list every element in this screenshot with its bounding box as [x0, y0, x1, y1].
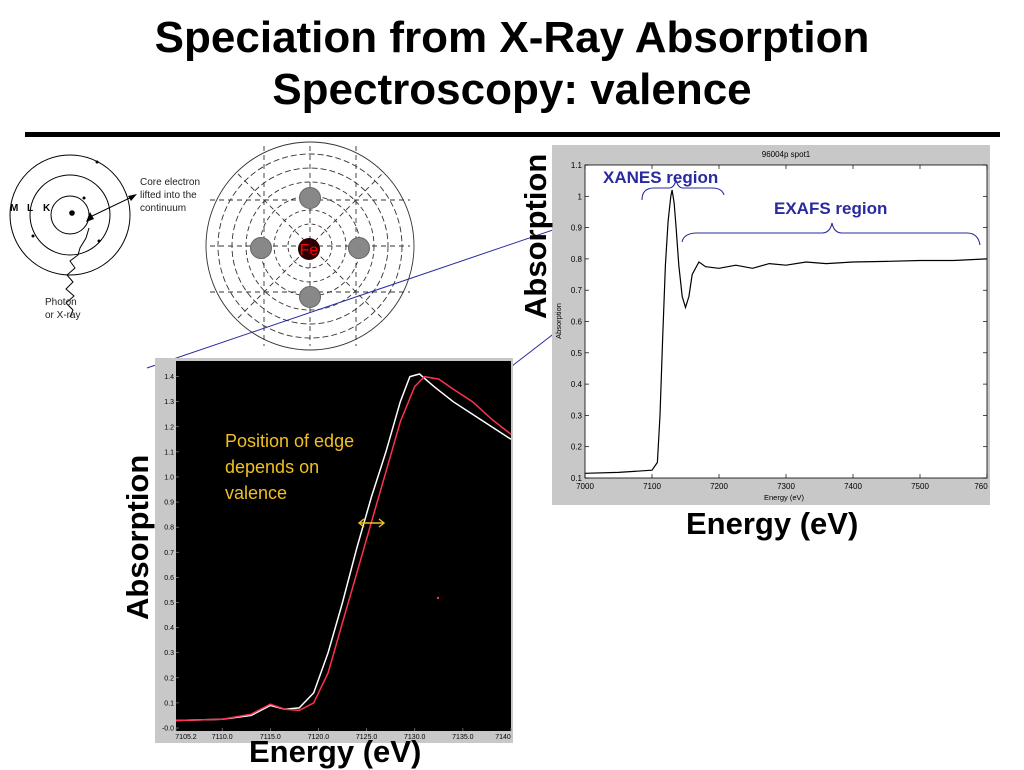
- title-divider: [25, 132, 1000, 137]
- y-tick-label: -0.0: [162, 726, 174, 733]
- x-tick-label: 7125.0: [356, 734, 378, 741]
- x-tick-label: 7200: [710, 482, 728, 491]
- y-tick-label: 0.2: [571, 443, 583, 452]
- xanes-inset-x-label: Energy (eV): [249, 734, 422, 769]
- y-tick-label: 0.9: [164, 500, 174, 507]
- shell-label-l: L: [27, 203, 33, 214]
- xanes-bracket: [641, 179, 725, 201]
- xanes-inset-chart: -0.0 0.1 0.2 0.3 0.4 0.5 0.6 0.7 0.8 0.9 1.0 1.1 1.2…: [155, 358, 513, 743]
- photon-label: Photon or X-ray: [45, 297, 81, 321]
- y-tick-label: 0.4: [571, 380, 583, 389]
- marker-dot: [436, 596, 440, 600]
- ligand-atom: [299, 187, 321, 209]
- slide-title-line2: Spectroscopy: valence: [272, 65, 752, 114]
- electron-dot: [82, 196, 86, 200]
- inner-y-label: Absorption: [554, 303, 563, 339]
- y-tick-label: 1.3: [164, 399, 174, 406]
- ligand-atom: [250, 237, 272, 259]
- y-tick-label: 0.2: [164, 675, 174, 682]
- slide-title: Speciation from X-Ray Absorption Spectro…: [0, 12, 1024, 116]
- x-tick-label: 7115.0: [260, 734, 281, 741]
- ejection-arrowhead: [128, 194, 137, 201]
- y-tick-label: 0.8: [571, 255, 583, 264]
- nucleus: [69, 210, 75, 216]
- edge-annotation: Position of edge depends on valence: [225, 431, 359, 503]
- electron-dot: [97, 239, 101, 243]
- y-tick-label: 0.9: [571, 224, 583, 233]
- y-tick-label: 0.1: [571, 474, 583, 483]
- series-line: [175, 375, 512, 722]
- ligand-atom: [299, 286, 321, 308]
- chart-title: 96004p spot1: [762, 150, 811, 159]
- y-tick-label: 0.5: [164, 600, 174, 607]
- y-tick-label: 1.2: [164, 424, 174, 431]
- y-tick-label: 0.6: [571, 318, 583, 327]
- x-tick-label: 7300: [777, 482, 795, 491]
- x-tick-label: 7130.0: [404, 734, 426, 741]
- full-spectrum-y-label: Absorption: [518, 153, 553, 319]
- electron-dot: [95, 160, 99, 164]
- y-tick-label: 1.4: [164, 374, 174, 381]
- y-tick-label: 1.1: [571, 161, 583, 170]
- y-tick-label: 0.7: [571, 286, 583, 295]
- y-tick-label: 0.8: [164, 525, 174, 532]
- fe-coordination-diagram: Fe: [205, 141, 415, 351]
- slide-title-line1: Speciation from X-Ray Absorption: [154, 13, 870, 62]
- x-tick-label: 7140: [495, 734, 511, 741]
- shell-k: [50, 195, 90, 235]
- shell-label-m: M: [10, 203, 18, 214]
- inner-x-label: Energy (eV): [764, 493, 805, 502]
- x-tick-label: 7100: [643, 482, 661, 491]
- ejection-arrow: [89, 195, 135, 218]
- x-tick-label: 7135.0: [452, 734, 474, 741]
- x-tick-label: 7105.2: [175, 734, 197, 741]
- xanes-region-label: XANES region: [603, 168, 718, 187]
- shell-m: [9, 154, 131, 276]
- exafs-region-label: EXAFS region: [774, 199, 887, 218]
- electron-dot: [31, 234, 35, 238]
- x-tick-label: 760: [974, 482, 988, 491]
- series-line: [584, 189, 988, 474]
- ligand-atom: [348, 237, 370, 259]
- shell-l: [29, 174, 111, 256]
- x-tick-label: 7110.0: [212, 734, 233, 741]
- x-tick-label: 7120.0: [308, 734, 330, 741]
- y-tick-label: 0.3: [164, 650, 174, 657]
- y-tick-label: 0.6: [164, 575, 174, 582]
- y-tick-label: 0.5: [571, 349, 583, 358]
- x-tick-label: 7400: [844, 482, 862, 491]
- core-electron-label: Core electron lifted into the continuum: [140, 177, 203, 214]
- xanes-inset-y-label: Absorption: [120, 454, 155, 620]
- y-tick-label: 0.1: [164, 700, 174, 707]
- x-tick-label: 7000: [576, 482, 594, 491]
- edge-shift-arrow: [357, 518, 386, 528]
- exafs-bracket: [681, 222, 981, 246]
- full-spectrum-x-label: Energy (eV): [686, 506, 859, 541]
- inset-plot-area: [176, 361, 511, 731]
- atom-shell-diagram: M L K Core electron lifted into the cont…: [9, 154, 203, 321]
- y-tick-label: 1: [578, 192, 583, 201]
- y-tick-label: 1.1: [164, 449, 174, 456]
- photon-wave: [65, 227, 90, 318]
- y-tick-label: 1.0: [164, 474, 174, 481]
- full-spectrum-chart: 96004p spot1 0.1 0.2 0.3 0.4 0.5 0.6 0.7 0.8 0.9…: [552, 145, 990, 505]
- fe-label: Fe: [300, 242, 319, 259]
- y-tick-label: 0.3: [571, 411, 583, 420]
- y-tick-label: 0.4: [164, 625, 174, 632]
- x-tick-label: 7500: [911, 482, 929, 491]
- shell-label-k: K: [43, 203, 51, 214]
- series-line: [175, 373, 512, 722]
- y-tick-label: 0.7: [164, 550, 174, 557]
